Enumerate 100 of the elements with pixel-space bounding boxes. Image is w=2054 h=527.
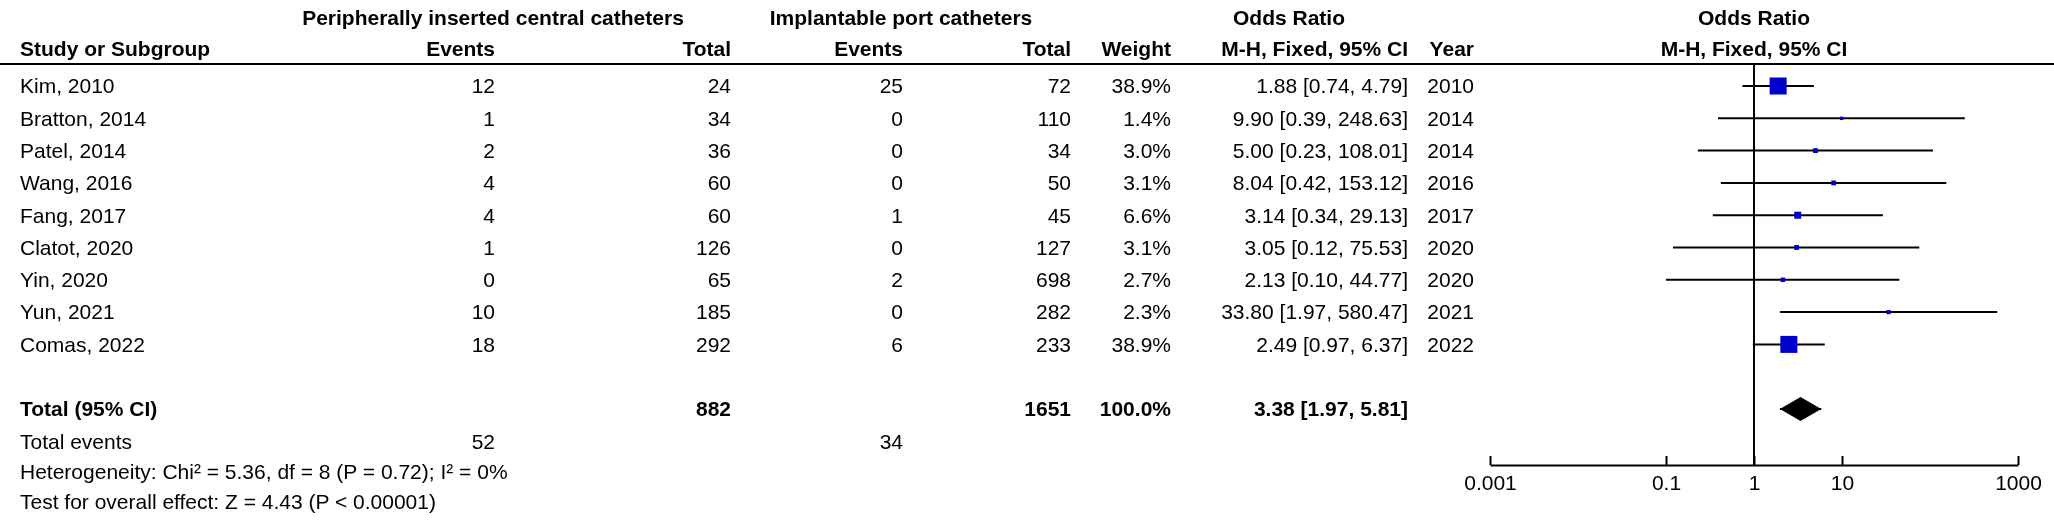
data-label: 2014: [1427, 106, 1475, 130]
data-label: 60: [707, 203, 731, 227]
data-label: 0: [891, 171, 903, 195]
x-tick-label: 1000: [1995, 470, 2042, 494]
data-label: 4: [483, 203, 496, 227]
data-label: 2014: [1427, 138, 1475, 162]
data-label: 1: [483, 106, 495, 130]
data-label: 25: [879, 74, 903, 98]
data-label: 45: [1047, 203, 1071, 227]
data-label: 0: [891, 300, 903, 324]
category-label: Wang, 2016: [20, 171, 133, 195]
data-label: 2.3%: [1123, 300, 1171, 324]
data-label: 3.1%: [1123, 235, 1171, 259]
data-label: 38.9%: [1111, 74, 1171, 98]
x-tick-label: 1: [1748, 470, 1761, 494]
data-label: 882: [695, 397, 731, 421]
data-label: 10: [471, 300, 495, 324]
text: Weight: [1101, 37, 1171, 61]
x-tick-label: 0.1: [1651, 470, 1682, 494]
data-label: 2020: [1427, 268, 1474, 292]
data-label: 1.88 [0.74, 4.79]: [1256, 74, 1408, 98]
data-label: 3.05 [0.12, 75.53]: [1244, 235, 1408, 259]
category-label: Kim, 2010: [20, 74, 115, 98]
data-label: 2.13 [0.10, 44.77]: [1244, 268, 1408, 292]
data-label: 282: [1035, 300, 1071, 324]
data-label: 3.14 [0.34, 29.13]: [1244, 203, 1408, 227]
data-label: 34: [879, 429, 904, 453]
data-label: 2022: [1427, 332, 1474, 356]
text: Study or Subgroup: [20, 37, 211, 61]
data-label: 2021: [1427, 300, 1474, 324]
data-label: 38.9%: [1111, 332, 1171, 356]
data-label: 3.0%: [1123, 138, 1171, 162]
text: Year: [1429, 37, 1474, 61]
data-label: 2.49 [0.97, 6.37]: [1256, 332, 1408, 356]
data-label: 2: [483, 138, 495, 162]
data-label: 100.0%: [1099, 397, 1172, 421]
category-label: Yun, 2021: [20, 300, 115, 324]
data-label: 2.7%: [1123, 268, 1171, 292]
data-label: 6: [891, 332, 903, 356]
text: Odds Ratio: [1232, 6, 1346, 30]
text: M-H, Fixed, 95% CI: [1221, 37, 1408, 61]
data-label: 126: [695, 235, 731, 259]
data-label: 2017: [1427, 203, 1474, 227]
data-label: 9.90 [0.39, 248.63]: [1232, 106, 1408, 130]
category-label: Yin, 2020: [20, 268, 108, 292]
data-label: 60: [707, 171, 731, 195]
data-label: 4: [483, 171, 496, 195]
category-label: Total (95% CI): [20, 397, 158, 421]
data-label: 65: [707, 268, 731, 292]
data-label: 0: [891, 138, 903, 162]
category-label: Total events: [20, 429, 133, 453]
data-label: 127: [1035, 235, 1071, 259]
text: Events: [426, 37, 495, 61]
category-label: Comas, 2022: [20, 332, 145, 356]
data-label: 24: [707, 74, 732, 98]
data-label: 0: [483, 268, 495, 292]
data-label: 5.00 [0.23, 108.01]: [1232, 138, 1408, 162]
data-label: 50: [1047, 171, 1071, 195]
category-label: Fang, 2017: [20, 203, 127, 227]
chart-subtitle: M-H, Fixed, 95% CI: [1660, 37, 1848, 61]
data-label: 1651: [1024, 397, 1072, 421]
text: Total: [682, 37, 731, 61]
data-label: 0: [891, 235, 903, 259]
data-label: 12: [471, 74, 495, 98]
data-label: 3.1%: [1123, 171, 1171, 195]
data-label: 2: [891, 268, 903, 292]
data-label: 34: [707, 106, 732, 130]
data-label: 72: [1047, 74, 1071, 98]
data-label: 698: [1035, 268, 1071, 292]
text: Peripherally inserted central catheters: [302, 6, 684, 30]
data-label: 36: [707, 138, 731, 162]
data-label: 3.38 [1.97, 5.81]: [1253, 397, 1408, 421]
data-label: 185: [695, 300, 731, 324]
category-label: Bratton, 2014: [20, 106, 147, 130]
text: Test for overall effect: Z = 4.43 (P < 0.00001): [20, 489, 436, 513]
text: Total: [1022, 37, 1071, 61]
text: Implantable port catheters: [769, 6, 1033, 30]
data-label: 34: [1047, 138, 1072, 162]
data-label: 1: [483, 235, 495, 259]
category-label: Clatot, 2020: [20, 235, 134, 259]
data-label: 52: [471, 429, 495, 453]
data-label: 8.04 [0.42, 153.12]: [1232, 171, 1408, 195]
chart-title: Odds Ratio: [1697, 6, 1811, 30]
data-label: 6.6%: [1123, 203, 1171, 227]
data-label: 292: [695, 332, 731, 356]
data-label: 2016: [1427, 171, 1474, 195]
data-label: 18: [471, 332, 495, 356]
data-label: 2020: [1427, 235, 1474, 259]
x-tick-label: 0.001: [1464, 470, 1517, 494]
data-label: 233: [1035, 332, 1071, 356]
data-label: 2010: [1427, 74, 1474, 98]
data-label: 1: [891, 203, 903, 227]
data-label: 1.4%: [1123, 106, 1171, 130]
x-tick-label: 10: [1830, 470, 1855, 494]
data-label: 0: [891, 106, 903, 130]
data-label: 33.80 [1.97, 580.47]: [1221, 300, 1408, 324]
category-label: Patel, 2014: [20, 138, 127, 162]
text: Events: [834, 37, 903, 61]
data-label: 110: [1037, 106, 1071, 130]
text: Heterogeneity: Chi² = 5.36, df = 8 (P = 0.72); I² = 0%: [20, 459, 508, 483]
